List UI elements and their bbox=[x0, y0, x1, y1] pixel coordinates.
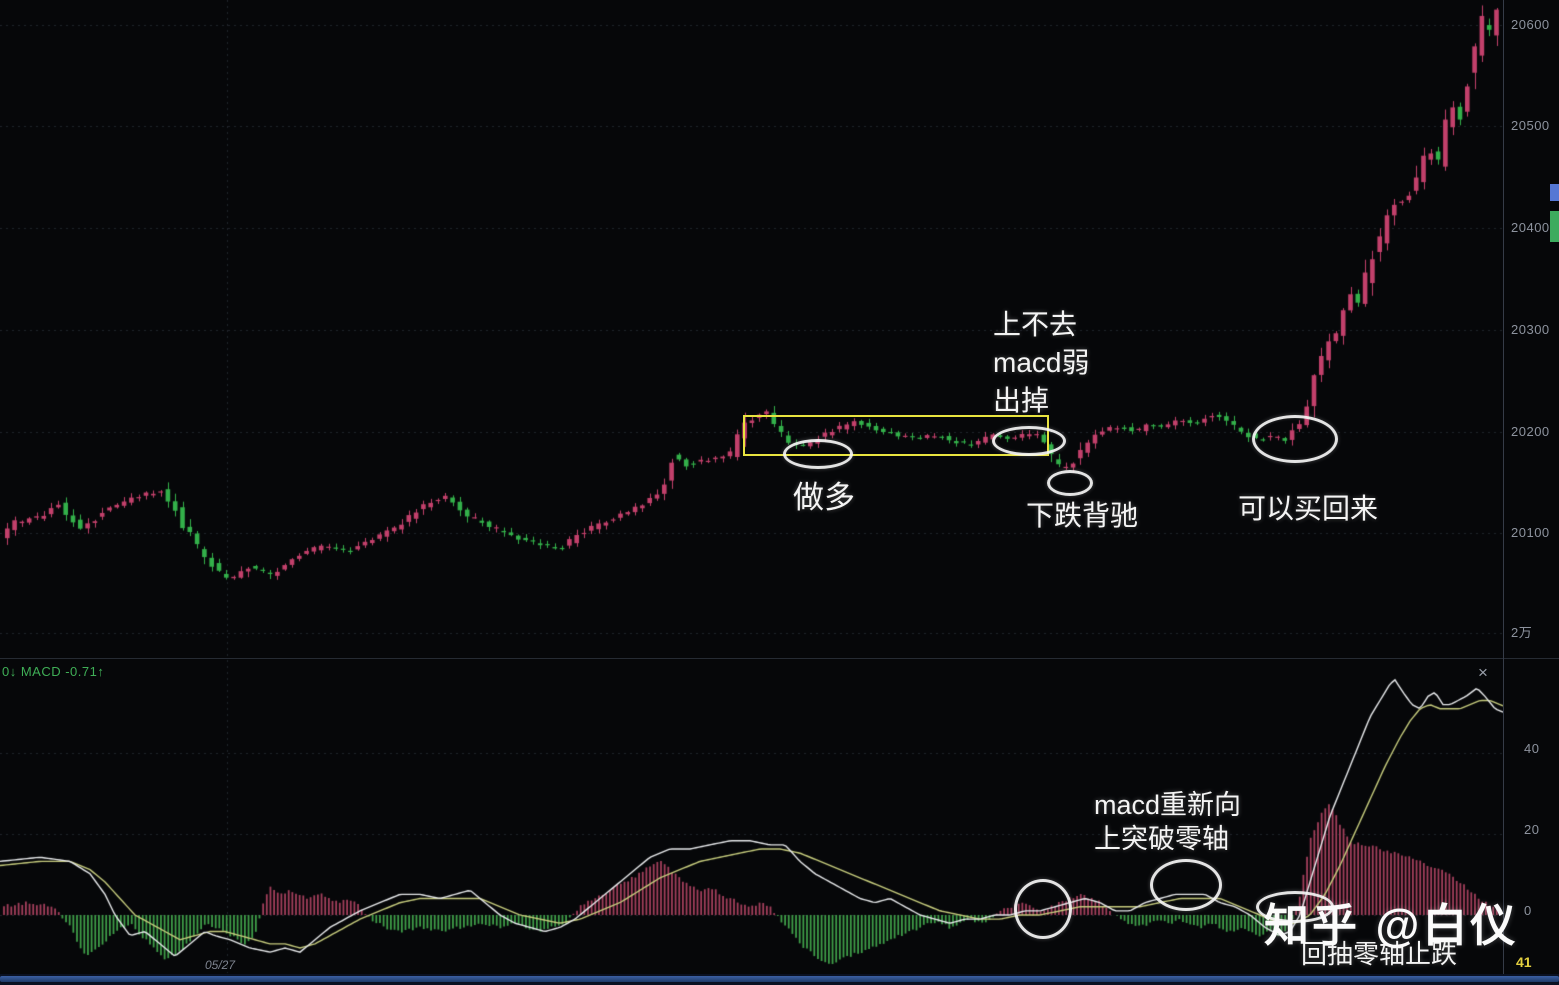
axis-tick-label: 20100 bbox=[1511, 525, 1550, 540]
price-axis-line bbox=[1503, 0, 1504, 974]
annotation-break-zero-axis: 上突破零轴 bbox=[1094, 824, 1229, 854]
macd-last-value-label: 41 bbox=[1516, 954, 1532, 970]
axis-tick-label: 2万 bbox=[1511, 625, 1533, 640]
panel-divider bbox=[0, 658, 1559, 659]
annotation-ellipse bbox=[1256, 891, 1334, 923]
annotation-sell-out: 出掉 bbox=[993, 385, 1050, 416]
annotation-decline-divergence: 下跌背驰 bbox=[1026, 500, 1139, 531]
annotation-ellipse bbox=[1047, 470, 1093, 496]
bottom-scrollbar[interactable] bbox=[0, 974, 1559, 985]
annotation-ellipse bbox=[1150, 859, 1222, 911]
axis-tick-label: 20200 bbox=[1511, 424, 1550, 439]
annotation-ellipse bbox=[783, 439, 853, 469]
annotation-macd-weak: macd弱 bbox=[993, 347, 1090, 378]
axis-tick-label: 20400 bbox=[1511, 220, 1550, 235]
annotation-pullback-zero-axis: 回抽零轴止跌 bbox=[1301, 939, 1458, 969]
axis-tick-label: 20 bbox=[1524, 822, 1540, 837]
annotation-ellipse bbox=[992, 426, 1066, 456]
macd-indicator-label: 0↓ MACD -0.71↑ bbox=[2, 664, 105, 679]
annotation-ellipse bbox=[1252, 415, 1338, 463]
axis-tick-label: 20300 bbox=[1511, 322, 1550, 337]
right-edge-blue-block bbox=[1550, 184, 1559, 201]
bottom-scrollbar-thumb[interactable] bbox=[0, 976, 1559, 982]
axis-tick-label: 0 bbox=[1524, 903, 1532, 918]
axis-tick-label: 40 bbox=[1524, 741, 1540, 756]
annotation-macd-again-up: macd重新向 bbox=[1094, 790, 1242, 820]
right-edge-green-block bbox=[1550, 211, 1559, 242]
axis-tick-label: 20500 bbox=[1511, 118, 1550, 133]
annotation-go-long: 做多 bbox=[793, 480, 855, 515]
x-axis-date-label: 05/27 bbox=[205, 958, 236, 972]
annotation-cant-go-up: 上不去 bbox=[993, 309, 1078, 340]
annotation-buy-back: 可以买回来 bbox=[1238, 493, 1379, 524]
annotation-ellipse bbox=[1014, 879, 1072, 939]
close-icon[interactable]: × bbox=[1478, 663, 1488, 682]
right-edge-indicator bbox=[1550, 184, 1559, 244]
axis-tick-label: 20600 bbox=[1511, 17, 1550, 32]
zhihu-watermark: 知乎 @白仪 bbox=[1264, 900, 1519, 951]
